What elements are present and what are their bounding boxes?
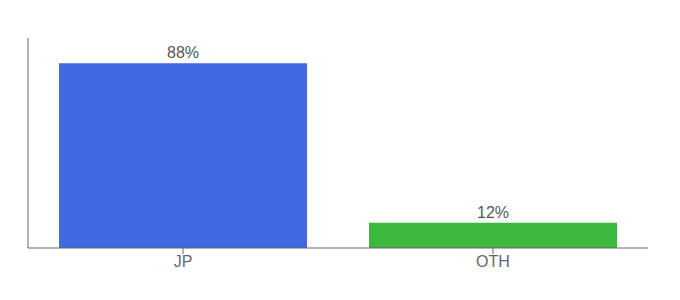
- svg-text:OTH: OTH: [476, 253, 510, 270]
- svg-text:12%: 12%: [477, 204, 509, 221]
- svg-text:JP: JP: [174, 253, 193, 270]
- svg-text:88%: 88%: [167, 44, 199, 61]
